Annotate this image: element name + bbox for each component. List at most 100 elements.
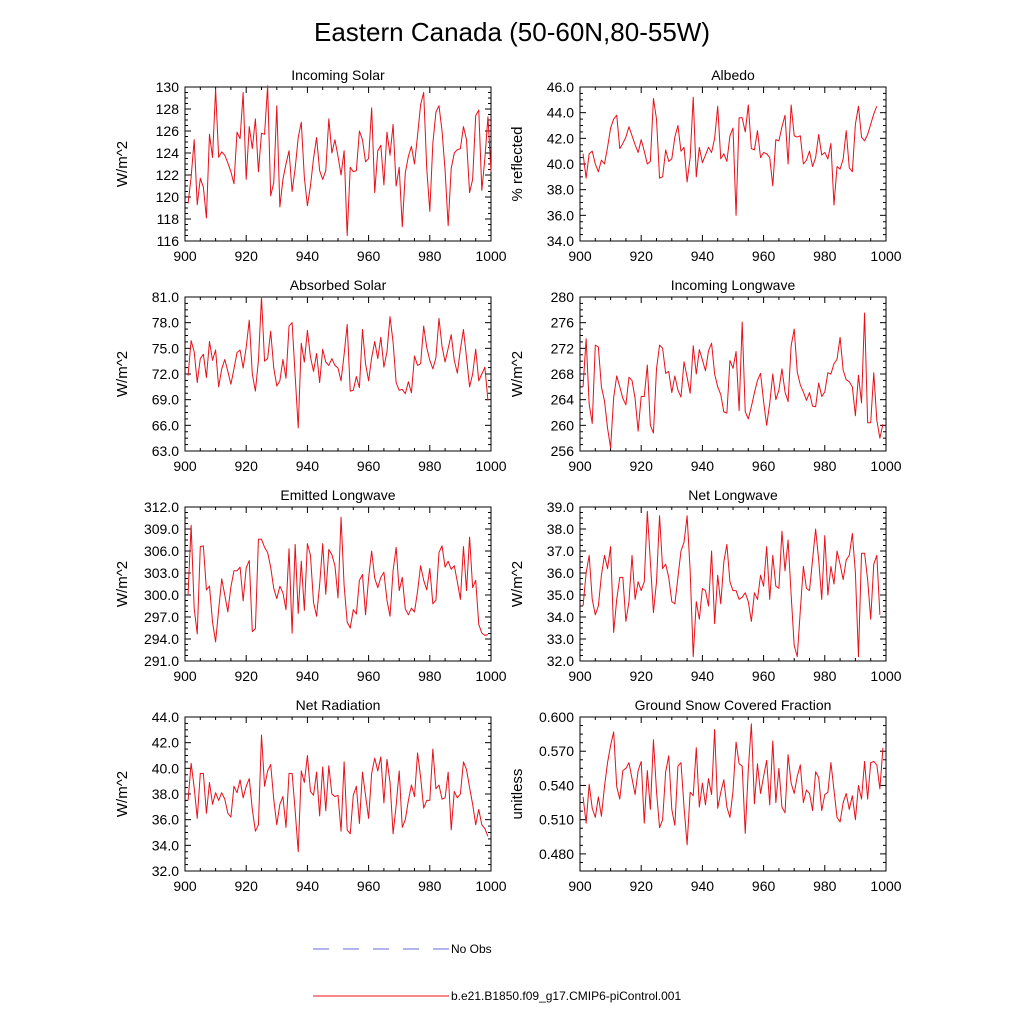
panel-title: Incoming Solar [291, 67, 385, 83]
y-tick-label: 34.0 [547, 609, 574, 625]
y-tick-label: 0.510 [539, 812, 574, 828]
y-tick-label: 130 [156, 79, 180, 95]
y-tick-label: 294.0 [144, 631, 179, 647]
y-tick-label: 116 [157, 233, 180, 249]
x-tick-label: 900 [173, 458, 197, 474]
series-line [582, 723, 884, 846]
series-line [187, 296, 489, 429]
x-tick-label: 1000 [475, 458, 506, 474]
panel-5: Emitted Longwave W/m^2 900 920 940 960 980 1000… [114, 487, 507, 684]
panel-title: Ground Snow Covered Fraction [635, 697, 832, 713]
y-tick-label: 42.0 [547, 130, 574, 146]
y-tick-label: 81.0 [152, 289, 179, 305]
x-tick-label: 960 [752, 668, 776, 684]
y-tick-label: 75.0 [152, 340, 179, 356]
y-axis-label: W/m^2 [114, 771, 131, 817]
x-tick-label: 920 [630, 668, 654, 684]
y-tick-label: 39.0 [547, 499, 574, 515]
x-tick-label: 900 [568, 668, 592, 684]
x-tick-label: 900 [173, 878, 197, 894]
y-tick-label: 40.0 [547, 156, 574, 172]
x-tick-label: 980 [813, 668, 837, 684]
panel-4: Incoming Longwave W/m^2 900 920 940 960 980 100… [509, 277, 902, 474]
y-tick-label: 300.0 [144, 587, 179, 603]
x-tick-label: 1000 [870, 668, 901, 684]
legend: No Obs b.e21.B1850.f09_g17.CMIP6-piContro… [313, 942, 681, 1003]
x-tick-label: 920 [630, 248, 654, 264]
x-tick-label: 980 [418, 458, 442, 474]
plot-frame [579, 296, 887, 452]
y-tick-label: 306.0 [144, 543, 179, 559]
x-tick-label: 960 [752, 878, 776, 894]
x-tick-label: 960 [357, 458, 381, 474]
plot-frame [184, 296, 492, 452]
y-tick-label: 34.0 [547, 233, 574, 249]
y-tick-label: 280 [551, 289, 575, 305]
panel-2: Albedo % reflected 900 920 940 960 980 1000 34.0… [509, 67, 902, 264]
x-tick-label: 900 [568, 248, 592, 264]
y-tick-label: 44.0 [152, 709, 179, 725]
plot-frame [579, 506, 887, 662]
series-line [187, 516, 489, 643]
panel-1: Incoming Solar W/m^2 900 920 940 960 980 1000 11… [114, 67, 507, 264]
x-tick-label: 940 [296, 668, 320, 684]
legend-label: No Obs [451, 942, 492, 956]
x-tick-label: 920 [235, 668, 259, 684]
y-tick-label: 38.0 [152, 786, 179, 802]
y-tick-label: 260 [551, 417, 575, 433]
series-line [582, 510, 881, 658]
panel-title: Absorbed Solar [290, 277, 387, 293]
x-tick-label: 940 [691, 248, 715, 264]
x-tick-label: 940 [691, 458, 715, 474]
y-tick-label: 256 [551, 443, 575, 459]
x-tick-label: 920 [235, 878, 259, 894]
x-tick-label: 940 [691, 668, 715, 684]
y-tick-label: 291.0 [144, 653, 179, 669]
y-tick-label: 78.0 [152, 315, 179, 331]
x-tick-label: 920 [630, 878, 654, 894]
plot-frame [579, 86, 887, 242]
series-line [187, 85, 492, 236]
y-tick-label: 0.600 [539, 709, 574, 725]
y-tick-label: 42.0 [152, 735, 179, 751]
y-tick-label: 40.0 [152, 760, 179, 776]
x-tick-label: 1000 [475, 668, 506, 684]
y-tick-label: 46.0 [547, 79, 574, 95]
y-tick-label: 120 [156, 189, 180, 205]
x-tick-label: 980 [813, 248, 837, 264]
y-tick-label: 36.0 [547, 207, 574, 223]
panel-title: Albedo [711, 67, 755, 83]
y-tick-label: 297.0 [144, 609, 179, 625]
plot-frame [184, 86, 492, 242]
x-tick-label: 1000 [475, 248, 506, 264]
plot-frame [184, 506, 492, 662]
y-axis-label: % reflected [509, 126, 526, 201]
y-tick-label: 276 [551, 315, 575, 331]
y-tick-label: 268 [551, 366, 575, 382]
x-tick-label: 980 [418, 878, 442, 894]
x-tick-label: 920 [630, 458, 654, 474]
y-tick-label: 126 [156, 123, 180, 139]
x-tick-label: 980 [813, 878, 837, 894]
x-tick-label: 940 [296, 458, 320, 474]
y-tick-label: 32.0 [152, 863, 179, 879]
x-tick-label: 1000 [870, 458, 901, 474]
y-tick-label: 0.570 [539, 743, 574, 759]
x-tick-label: 960 [357, 668, 381, 684]
y-axis-label: W/m^2 [509, 561, 526, 607]
x-tick-label: 940 [296, 248, 320, 264]
panel-title: Incoming Longwave [671, 277, 796, 293]
y-tick-label: 312.0 [144, 499, 179, 515]
panels-container: Incoming Solar W/m^2 900 920 940 960 980 1000 11… [114, 67, 902, 894]
x-tick-label: 900 [568, 458, 592, 474]
y-tick-label: 0.480 [539, 846, 574, 862]
y-tick-label: 264 [551, 392, 575, 408]
y-tick-label: 33.0 [547, 631, 574, 647]
y-tick-label: 122 [156, 167, 180, 183]
panel-8: Ground Snow Covered Fraction unitless 900 9… [509, 697, 902, 894]
y-tick-label: 35.0 [547, 587, 574, 603]
panel-6: Net Longwave W/m^2 900 920 940 960 980 1000 32.0… [509, 487, 902, 684]
y-tick-label: 38.0 [547, 521, 574, 537]
panel-7: Net Radiation W/m^2 900 920 940 960 980 1000 32.… [114, 697, 507, 894]
